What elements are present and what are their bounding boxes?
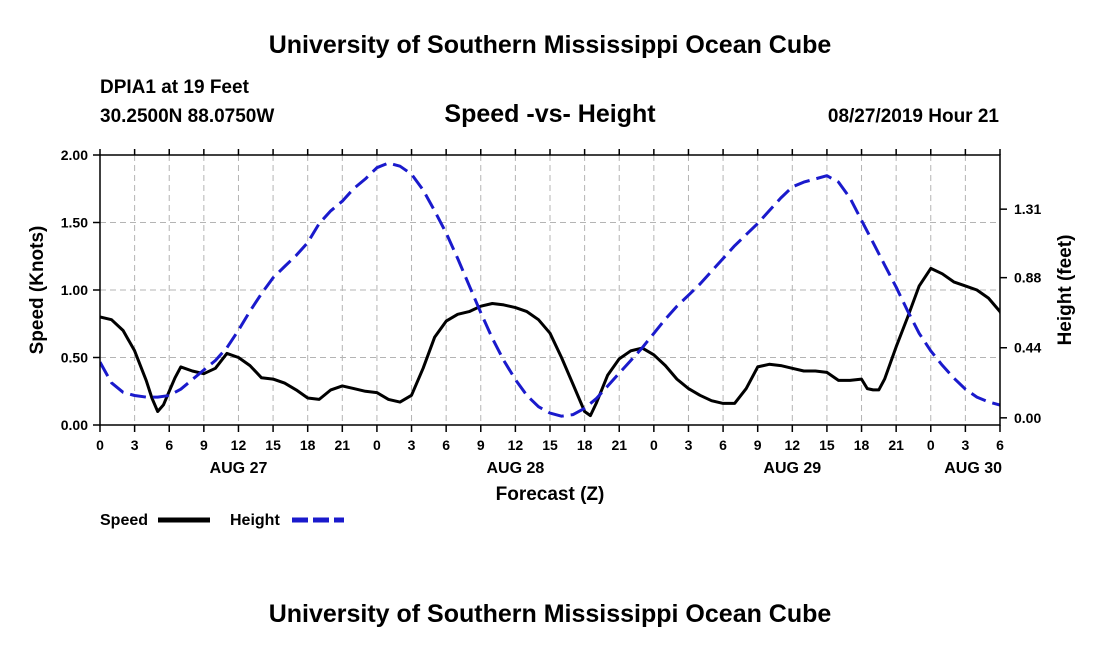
x-tick-label: 15 [542, 437, 558, 453]
legend: Speed Height [100, 512, 344, 529]
x-tick-label: 6 [996, 437, 1004, 453]
y-axis-label: Speed (Knots) [27, 226, 48, 355]
plot-frame [99, 154, 1001, 426]
x-axis-label: Forecast (Z) [496, 484, 605, 505]
page-title: University of Southern Mississippi Ocean… [268, 31, 832, 59]
run-time-label: 08/27/2019 Hour 21 [827, 106, 999, 127]
x-tick-label: 0 [373, 437, 381, 453]
x-tick-label: 15 [265, 437, 281, 453]
x-tick-label: 12 [231, 437, 247, 453]
x-tick-label: 3 [961, 437, 969, 453]
x-tick-label: 6 [719, 437, 727, 453]
y2-tick-label: 0.88 [1014, 270, 1041, 286]
y2-axis-label: Height (feet) [1055, 235, 1076, 346]
x-tick-label: 3 [408, 437, 416, 453]
x-tick-label: 12 [508, 437, 524, 453]
x-tick-label: 0 [650, 437, 658, 453]
y-tick-label: 0.00 [61, 417, 88, 433]
x-tick-label: 3 [131, 437, 139, 453]
series-layer [100, 161, 1000, 418]
chart-title: Speed -vs- Height [444, 100, 656, 128]
date-label: AUG 27 [210, 460, 268, 477]
x-tick-label: 21 [888, 437, 904, 453]
legend-label-speed: Speed [100, 512, 148, 529]
y-tick-label: 1.50 [61, 215, 88, 231]
y2-tick-label: 0.00 [1014, 410, 1041, 426]
x-tick-label: 21 [335, 437, 351, 453]
x-tick-label: 6 [165, 437, 173, 453]
series-line-speed [100, 266, 1000, 418]
x-tick-label: 9 [477, 437, 485, 453]
series-line-height [100, 161, 1000, 418]
date-label: AUG 29 [763, 460, 821, 477]
y2-tick-label: 0.44 [1014, 340, 1041, 356]
grid [100, 155, 1000, 425]
x-tick-label: 9 [754, 437, 762, 453]
y2-tick-label: 1.31 [1014, 201, 1041, 217]
x-tick-label: 0 [927, 437, 935, 453]
axis-labels: Speed (Knots) Height (feet) Forecast (Z) [27, 226, 1076, 505]
x-tick-label: 18 [300, 437, 316, 453]
x-tick-label: 12 [785, 437, 801, 453]
date-label: AUG 30 [944, 460, 1002, 477]
x-tick-label: 21 [611, 437, 627, 453]
y-tick-label: 0.50 [61, 350, 88, 366]
y-tick-label: 1.00 [61, 282, 88, 298]
x-tick-label: 6 [442, 437, 450, 453]
coordinates-label: 30.2500N 88.0750W [100, 106, 275, 127]
x-tick-label: 15 [819, 437, 835, 453]
station-label: DPIA1 at 19 Feet [100, 77, 249, 98]
footer-title: University of Southern Mississippi Ocean… [268, 600, 832, 628]
legend-label-height: Height [230, 512, 280, 529]
x-tick-label: 0 [96, 437, 104, 453]
date-label: AUG 28 [486, 460, 544, 477]
x-tick-label: 9 [200, 437, 208, 453]
y-tick-label: 2.00 [61, 147, 88, 163]
x-tick-label: 18 [854, 437, 870, 453]
axes: 0 3 6 9 12 15 18 21 0 3 6 9 12 15 18 21 0 3 6 9 12 15 18 21 0 3 60… [61, 147, 1042, 477]
x-tick-label: 18 [577, 437, 593, 453]
x-tick-label: 3 [685, 437, 693, 453]
